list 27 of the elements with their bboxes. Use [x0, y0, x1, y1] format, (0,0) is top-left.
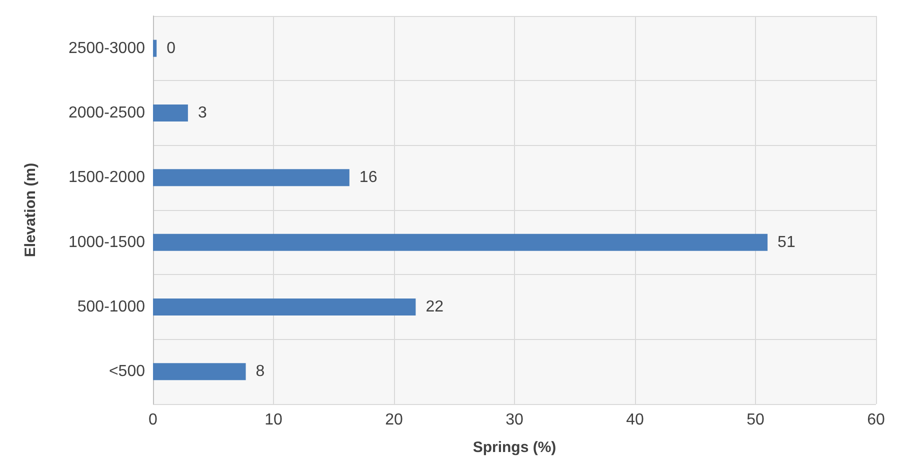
data-label: 51	[778, 234, 796, 251]
y-tick-label: 2000-2500	[68, 104, 146, 122]
x-axis-title: Springs (%)	[472, 439, 556, 456]
x-tick-label: 20	[385, 412, 403, 428]
bar	[153, 234, 768, 251]
x-tick-label: 0	[148, 412, 158, 428]
bar	[153, 104, 188, 122]
x-tick-label: 40	[626, 412, 644, 428]
x-tick-label: 10	[264, 412, 282, 428]
y-tick-label: 1500-2000	[68, 169, 146, 186]
y-tick-label: 500-1000	[77, 298, 146, 316]
bar	[153, 169, 350, 186]
data-label: 3	[198, 104, 207, 122]
data-label: 0	[166, 40, 176, 57]
bar	[153, 363, 246, 380]
bar	[153, 298, 416, 316]
data-label: 16	[359, 169, 378, 186]
x-tick-label: 60	[867, 412, 885, 428]
x-tick-label: 30	[506, 412, 524, 428]
data-label: 22	[426, 298, 444, 316]
y-tick-label: <500	[108, 363, 146, 380]
x-tick-label: 50	[746, 412, 764, 428]
data-label: 8	[256, 363, 265, 380]
bar	[153, 40, 157, 57]
y-axis-title: Elevation (m)	[22, 162, 39, 258]
y-tick-label: 2500-3000	[68, 40, 146, 57]
y-tick-label: 1000-1500	[68, 234, 146, 251]
